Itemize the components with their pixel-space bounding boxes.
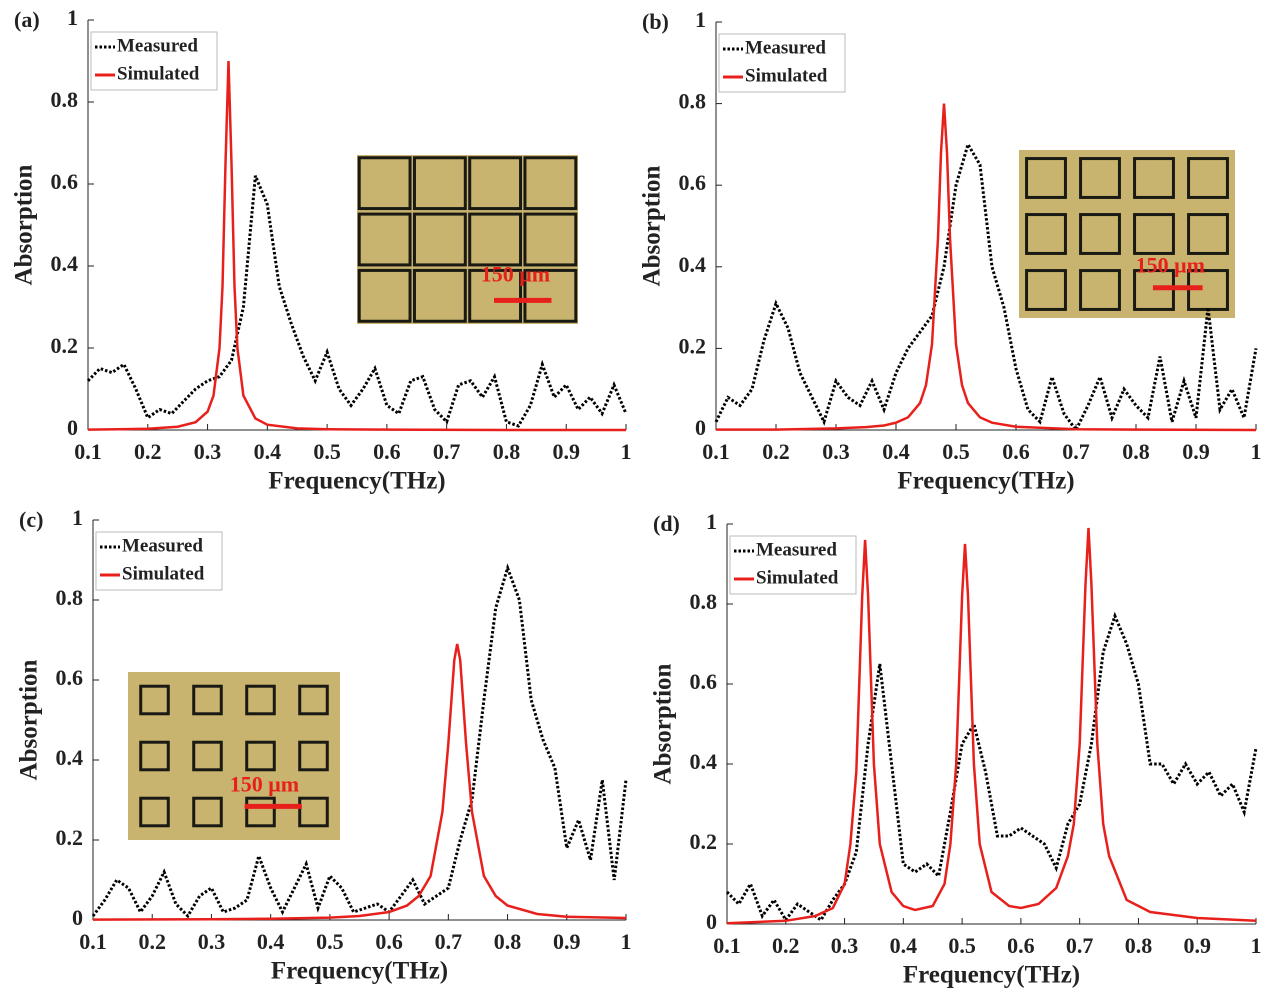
x-tick-label: 0.1 bbox=[702, 439, 730, 464]
x-tick-label: 0.5 bbox=[948, 933, 976, 958]
series-line bbox=[727, 616, 1256, 920]
y-tick-label: 0.4 bbox=[679, 252, 707, 277]
inset-image bbox=[1019, 150, 1235, 318]
x-axis-label: Frequency(THz) bbox=[897, 468, 1074, 495]
y-tick-label: 0.6 bbox=[690, 669, 718, 694]
y-axis-label: Absorption bbox=[639, 165, 666, 286]
y-tick-label: 0.6 bbox=[56, 665, 84, 690]
figure: 150 μm 0 0.2 0.4 0.6 0.8 1 0.1 0.2 0.3 0.4 0.5 0.6 0.… bbox=[0, 0, 1268, 994]
x-tick-label: 0.1 bbox=[79, 929, 107, 954]
y-tick-label: 1 bbox=[72, 505, 83, 530]
x-tick-label: 0.9 bbox=[1183, 933, 1211, 958]
y-tick-label: 1 bbox=[706, 509, 717, 534]
panel: 150 μm 0 0.2 0.4 0.6 0.8 1 0.1 0.2 0.3 0.4 0.5 0.6 0.… bbox=[11, 5, 632, 495]
x-tick-label: 0.4 bbox=[254, 439, 282, 464]
y-axis-label: Absorption bbox=[16, 659, 43, 780]
x-tick-label: 0.7 bbox=[435, 929, 463, 954]
x-tick-label: 1 bbox=[621, 439, 632, 464]
y-axis-label: Absorption bbox=[650, 663, 677, 784]
y-tick-label: 0.8 bbox=[679, 89, 707, 114]
x-tick-label: 0.7 bbox=[433, 439, 461, 464]
scale-label: 150 μm bbox=[481, 262, 550, 287]
y-tick-label: 1 bbox=[695, 7, 706, 32]
x-tick-label: 0.3 bbox=[831, 933, 859, 958]
y-tick-label: 0.8 bbox=[56, 585, 84, 610]
y-tick-label: 1 bbox=[67, 5, 78, 30]
y-tick-label: 0.2 bbox=[51, 333, 79, 358]
y-tick-label: 0.2 bbox=[690, 829, 718, 854]
x-tick-label: 0.3 bbox=[198, 929, 226, 954]
x-tick-label: 1 bbox=[1251, 933, 1262, 958]
legend-label: Simulated bbox=[117, 63, 200, 84]
y-tick-label: 0.6 bbox=[679, 170, 707, 195]
panel: 0 0.2 0.4 0.6 0.8 1 0.1 0.2 0.3 0.4 0.5 0.6 0.7 0.8 0.… bbox=[650, 509, 1262, 989]
panel-label: (c) bbox=[19, 507, 43, 532]
x-tick-label: 0.8 bbox=[494, 929, 522, 954]
x-axis-label: Frequency(THz) bbox=[268, 468, 445, 495]
x-tick-label: 0.4 bbox=[257, 929, 285, 954]
x-tick-label: 0.5 bbox=[316, 929, 344, 954]
y-tick-label: 0 bbox=[67, 415, 78, 440]
panel-label: (d) bbox=[653, 511, 680, 536]
legend-label: Measured bbox=[122, 535, 203, 556]
x-tick-label: 0.2 bbox=[772, 933, 800, 958]
x-axis-label: Frequency(THz) bbox=[903, 962, 1080, 989]
panel: 150 μm 0 0.2 0.4 0.6 0.8 1 0.1 0.2 0.3 0.4 0.5 0.6 0.… bbox=[639, 7, 1262, 495]
x-tick-label: 0.3 bbox=[194, 439, 222, 464]
x-tick-label: 0.6 bbox=[373, 439, 401, 464]
x-tick-label: 0.6 bbox=[1007, 933, 1035, 958]
y-axis-label: Absorption bbox=[11, 164, 38, 285]
x-tick-label: 0.2 bbox=[138, 929, 166, 954]
x-tick-label: 0.8 bbox=[1125, 933, 1153, 958]
y-tick-label: 0.4 bbox=[51, 251, 79, 276]
legend-label: Measured bbox=[756, 539, 837, 560]
inset-image bbox=[128, 672, 340, 840]
y-tick-label: 0 bbox=[72, 905, 83, 930]
x-tick-label: 0.1 bbox=[713, 933, 741, 958]
x-tick-label: 1 bbox=[621, 929, 632, 954]
legend-label: Measured bbox=[745, 37, 826, 58]
legend-label: Simulated bbox=[756, 567, 839, 588]
x-tick-label: 0.7 bbox=[1066, 933, 1094, 958]
y-tick-label: 0.8 bbox=[51, 87, 79, 112]
x-tick-label: 0.6 bbox=[1002, 439, 1030, 464]
y-tick-label: 0.8 bbox=[690, 589, 718, 614]
x-tick-label: 0.3 bbox=[822, 439, 850, 464]
x-tick-label: 0.9 bbox=[553, 929, 581, 954]
x-tick-label: 1 bbox=[1251, 439, 1262, 464]
y-tick-label: 0.4 bbox=[690, 749, 718, 774]
y-tick-label: 0.4 bbox=[56, 745, 84, 770]
x-tick-label: 0.8 bbox=[1122, 439, 1150, 464]
x-tick-label: 0.8 bbox=[493, 439, 521, 464]
x-tick-label: 0.5 bbox=[942, 439, 970, 464]
y-tick-label: 0 bbox=[706, 909, 717, 934]
x-tick-label: 0.2 bbox=[134, 439, 162, 464]
x-tick-label: 0.2 bbox=[762, 439, 790, 464]
x-tick-label: 0.7 bbox=[1062, 439, 1090, 464]
x-tick-label: 0.1 bbox=[74, 439, 102, 464]
x-tick-label: 0.9 bbox=[552, 439, 580, 464]
x-tick-label: 0.9 bbox=[1182, 439, 1210, 464]
panel: 150 μm 0 0.2 0.4 0.6 0.8 1 0.1 0.2 0.3 0.4 0.5 0.6 0.… bbox=[16, 505, 632, 985]
scale-label: 150 μm bbox=[230, 771, 299, 796]
panel-label: (a) bbox=[14, 7, 40, 32]
x-tick-label: 0.6 bbox=[375, 929, 403, 954]
y-tick-label: 0 bbox=[695, 415, 706, 440]
x-tick-label: 0.4 bbox=[890, 933, 918, 958]
x-tick-label: 0.5 bbox=[313, 439, 341, 464]
x-tick-label: 0.4 bbox=[882, 439, 910, 464]
legend-label: Measured bbox=[117, 35, 198, 56]
x-axis-label: Frequency(THz) bbox=[271, 958, 448, 985]
y-tick-label: 0.2 bbox=[679, 333, 707, 358]
panel-label: (b) bbox=[642, 9, 669, 34]
legend-label: Simulated bbox=[745, 65, 828, 86]
y-tick-label: 0.2 bbox=[56, 825, 84, 850]
scale-label: 150 μm bbox=[1136, 253, 1205, 278]
legend-label: Simulated bbox=[122, 563, 205, 584]
y-tick-label: 0.6 bbox=[51, 169, 79, 194]
